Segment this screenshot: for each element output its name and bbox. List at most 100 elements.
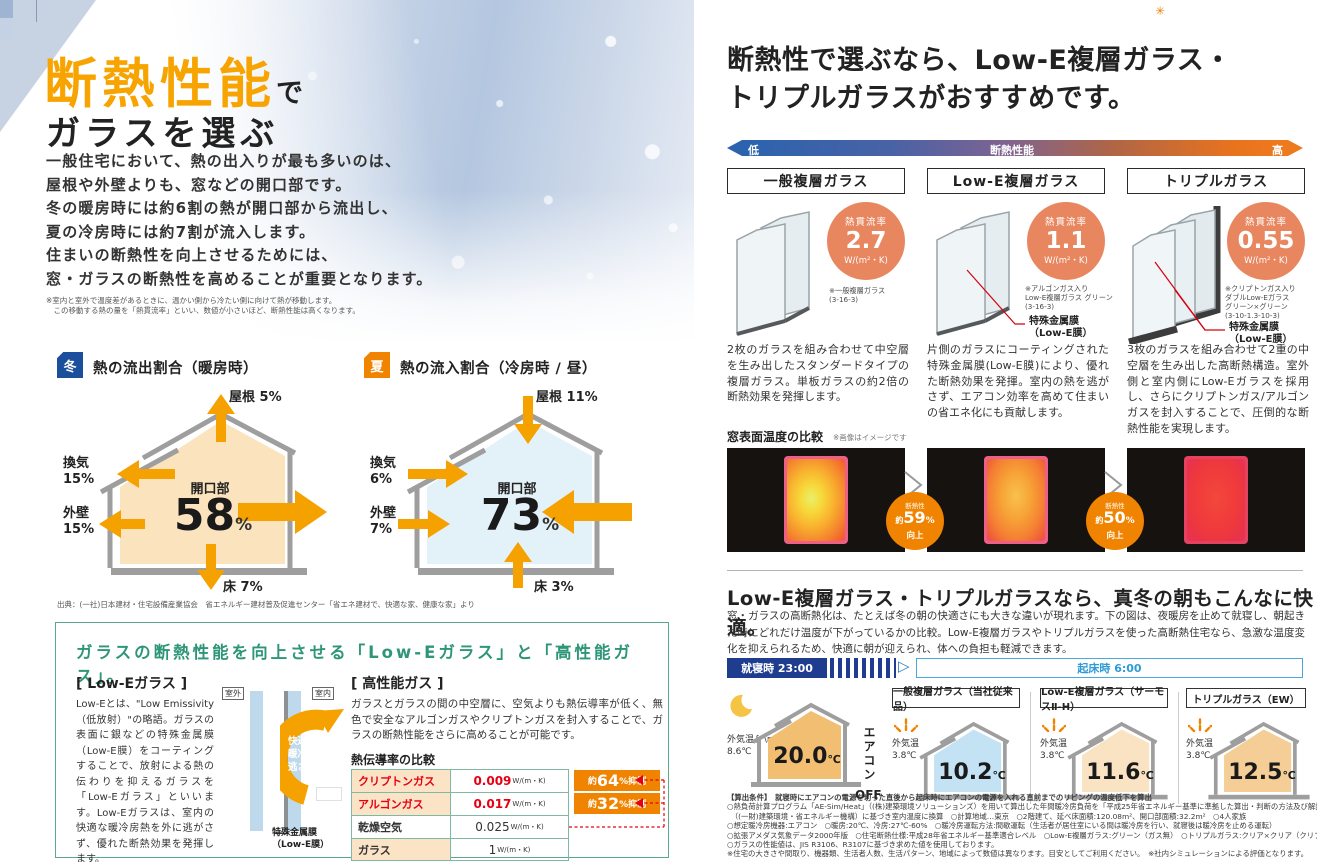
indoor-temp: 10.2℃	[934, 760, 1010, 785]
double-glass-graphic	[736, 211, 810, 336]
outdoor-label: 外気温	[727, 735, 755, 745]
corner-square-deco	[0, 18, 13, 39]
u-unit: W/(m²・K)	[1244, 256, 1288, 266]
table-row: クリプトンガス 0.009 W/(m・K)	[351, 769, 569, 792]
scale-label: 断熱性能	[990, 144, 1034, 157]
conductivity-table-title: 熱伝導率の比較	[351, 753, 436, 767]
opening-percent-unit: %	[235, 515, 253, 535]
indoor-tag: 室内	[312, 687, 334, 700]
indoor-temp-num: 11.6	[1086, 760, 1141, 785]
outdoor-temp-value: 3.8℃	[1040, 751, 1065, 761]
lowe-heading: [ Low-Eガラス ]	[76, 676, 188, 692]
indoor-temp-num: 10.2	[938, 760, 993, 785]
heat-return-arrow	[280, 709, 344, 805]
moon-icon	[730, 694, 752, 717]
glass-pane-outer	[250, 691, 263, 831]
badge-suf: %	[925, 516, 935, 526]
comfort-body: 窓・ガラスの高断熱化は、たとえば冬の朝の快適さにも大きな違いが現れます。下の図は…	[727, 610, 1305, 655]
outdoor-label: 外気温	[1040, 739, 1068, 749]
timeline-stripes	[830, 658, 896, 678]
footnote-line: この移動する熱の量を「熱貫流率」といい、数値が小さいほど、断熱性能は高くなります…	[46, 306, 360, 315]
reduction-num: 64	[596, 770, 620, 790]
window-chip	[316, 787, 342, 801]
membrane-label: 特殊金属膜 （Low-E膜）	[1229, 322, 1293, 345]
badge-bottom: 向上	[906, 531, 924, 541]
opening-percent-unit: %	[542, 515, 560, 535]
intro-line: 住まいの断熱性を向上させるためには、	[46, 246, 338, 264]
aircon-off-label: OFF	[855, 788, 882, 802]
house-fill	[120, 421, 285, 564]
indoor-temp-unit: ℃	[992, 769, 1006, 782]
house-label: トリプルガラス（EW）	[1186, 688, 1306, 708]
column-title: トリプルガラス	[1127, 168, 1305, 194]
u-value: 2.7	[845, 228, 887, 254]
gas-name: ガラス	[351, 838, 451, 861]
opening-value: 58%	[163, 494, 263, 538]
note-line: ○想定暖冷房機器:エアコン ○暖房:20℃、冷房:27℃-60% ○暖冷房運転方…	[727, 821, 1277, 831]
corner-square-deco	[0, 0, 13, 18]
thermal-note: ※画像はイメージです	[833, 433, 907, 442]
intro-footnote: ※室内と室外で温度差があるときに、温かい側から冷たい側に向けて熱が移動します。 …	[46, 296, 360, 316]
house-diagram-summer	[398, 396, 632, 588]
label-floor: 床 3%	[534, 580, 574, 595]
badge-num: 59	[903, 508, 926, 527]
indoor-temp: 11.6℃	[1082, 760, 1158, 785]
heat-arrows-in	[398, 396, 632, 588]
gas-value: 1	[488, 842, 497, 857]
gas-name: アルゴンガス	[351, 792, 451, 815]
note-line: ○ガラスの性能値は、JIS R3106、R3107に基づき求めた値を使用しており…	[727, 840, 999, 850]
gas-name: クリプトンガス	[351, 769, 451, 792]
lowe-gas-info-box: ガラスの断熱性能を向上させる「Low-Eガラス」と「高性能ガス」。 [ Low-…	[55, 622, 669, 862]
note-line: ※住宅の大きさや間取り、機器類、生活者人数、生活パターン、地域によって数値は異な…	[727, 849, 1309, 859]
gas-value: 0.017	[473, 797, 512, 811]
note-line: 【算出条件】 就寝時にエアコンの電源を切った直後から起床時にエアコンの電源を入れ…	[727, 793, 1152, 802]
house-label: Low-E複層ガラス（サーモスⅡ-H）	[1040, 687, 1168, 713]
table-row: ガラス 1 W/(m・K)	[351, 838, 569, 861]
badge-bottom: 向上	[1106, 531, 1124, 541]
intro-line: 一般住宅において、熱の出入りが最も多いのは、	[46, 152, 402, 170]
outdoor-temp-value: 3.8℃	[892, 751, 917, 761]
scale-arrow-right	[1288, 140, 1303, 156]
intro-line: 屋根や外壁よりも、窓などの開口部です。	[46, 175, 352, 194]
outdoor-tag: 室外	[222, 687, 244, 700]
house-lowe-glass: Low-E複層ガラス（サーモスⅡ-H） 外気温 3.8℃ 11.6℃	[1040, 687, 1168, 806]
house-fill	[427, 421, 592, 564]
reduction-num: 32	[596, 793, 620, 813]
sun-icon	[1188, 716, 1212, 732]
heading-line: トリプルガラスがおすすめです。	[727, 83, 1136, 114]
thermal-title: 窓表面温度の比較	[727, 430, 824, 444]
badge-pre: 約	[1095, 516, 1104, 525]
column-title: 一般複層ガラス	[727, 168, 905, 194]
badge-top: 断熱性	[905, 502, 925, 510]
gas-unit: W/(m・K)	[512, 800, 546, 808]
lowe-body: Low-Eとは、"Low Emissivity（低放射）"の略語。ガラスの表面に…	[76, 699, 214, 862]
u-note: ※クリプトンガス入り ダブルLow-Eガラス グリーン×グリーン (3-10-1…	[1225, 284, 1296, 320]
membrane-leader-line	[274, 833, 288, 834]
membrane-pointer	[966, 269, 1025, 325]
thermal-window	[1184, 456, 1248, 544]
indoor-temp-num: 12.5	[1228, 760, 1283, 785]
membrane-label: 特殊金属膜 （Low-E膜）	[272, 828, 330, 850]
u-label: 熱貫流率	[1044, 217, 1087, 228]
aircon-label: エアコン	[862, 726, 876, 782]
summer-badge: 夏	[364, 352, 390, 378]
column-title: Low-E複層ガラス	[927, 168, 1105, 194]
indoor-temp: 20.0℃	[769, 744, 845, 769]
reduction-dashed-arrows	[569, 775, 665, 828]
opening-value: 73%	[470, 494, 570, 538]
chart-heat-inflow-summer: 夏 熱の流入割合（冷房時 / 昼） 屋根 11% 換気 6% 外壁 7% 床 3…	[362, 348, 677, 596]
scale-low: 低	[748, 144, 759, 157]
indoor-temp-num: 20.0	[773, 744, 828, 769]
page-title: 断熱性能で	[44, 42, 303, 118]
improvement-badge-59: 断熱性 約59% 向上	[886, 492, 944, 550]
house-graphic	[751, 702, 861, 787]
house-label: 一般複層ガラス（当社従来品）	[892, 687, 1020, 713]
u-unit: W/(m²・K)	[1044, 256, 1088, 266]
source-credit: 出典：(一社)日本建材・住宅設備産業協会 省エネルギー建材普及促進センター「省エ…	[57, 600, 475, 609]
label-opening: 開口部	[190, 482, 230, 497]
label-wall: 外壁 15%	[63, 506, 95, 537]
glass-column-lowe: Low-E複層ガラス 熱貫流率 1.1 W/(m²・K) ※アルゴンガス入り L…	[927, 168, 1113, 419]
vertical-divider	[1030, 692, 1031, 804]
gas-name: 乾燥空気	[351, 815, 451, 838]
right-page-heading: 断熱性で選ぶなら、Low-E複層ガラス・ トリプルガラスがおすすめです。	[727, 42, 1232, 118]
